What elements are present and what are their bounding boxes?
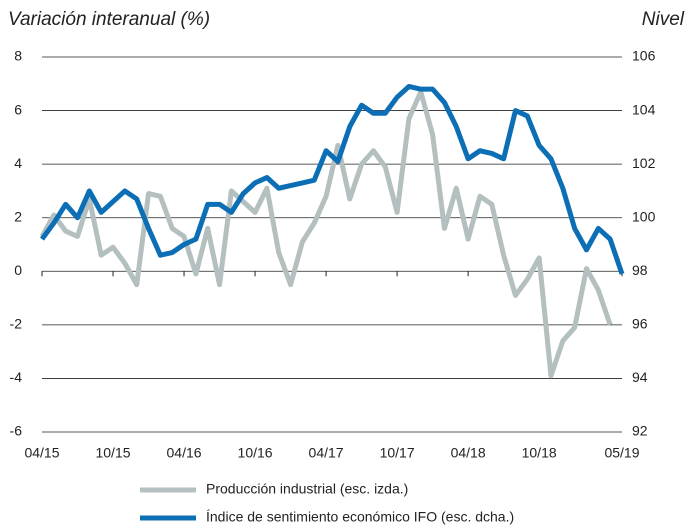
- y-tick-label: 4: [14, 155, 22, 171]
- y2-tick-label: 96: [632, 316, 648, 332]
- y-tick-label: -4: [10, 369, 23, 385]
- y2-tick-label: 106: [632, 48, 656, 64]
- y-tick-label: 2: [14, 208, 22, 224]
- x-tick-label: 10/15: [95, 445, 130, 461]
- x-tick-label: 10/18: [522, 445, 557, 461]
- y2-tick-label: 100: [632, 208, 656, 224]
- y-tick-label: 6: [14, 101, 22, 117]
- x-tick-label: 05/19: [604, 445, 639, 461]
- y-tick-label: -2: [10, 316, 23, 332]
- y2-tick-label: 102: [632, 155, 656, 171]
- y-axis-title: Variación interanual (%): [8, 9, 210, 30]
- y2-tick-label: 92: [632, 423, 648, 439]
- series-line: [39, 89, 613, 379]
- x-tick-label: 04/18: [451, 445, 486, 461]
- x-tick-label: 10/16: [238, 445, 273, 461]
- y2-axis-title: Nivel: [642, 9, 685, 30]
- x-tick-label: 04/17: [309, 445, 344, 461]
- legend-label: Producción industrial (esc. izda.): [206, 481, 408, 497]
- x-tick-label: 04/15: [24, 445, 59, 461]
- y-tick-label: 0: [14, 262, 22, 278]
- y-tick-label: -6: [10, 423, 23, 439]
- y2-tick-label: 104: [632, 101, 656, 117]
- legend-label: Índice de sentimiento económico IFO (esc…: [206, 509, 514, 525]
- y2-tick-label: 98: [632, 262, 648, 278]
- x-tick-label: 10/17: [380, 445, 415, 461]
- x-tick-label: 04/16: [167, 445, 202, 461]
- series-line: [39, 83, 625, 275]
- y2-tick-label: 94: [632, 369, 648, 385]
- y-tick-label: 8: [14, 48, 22, 64]
